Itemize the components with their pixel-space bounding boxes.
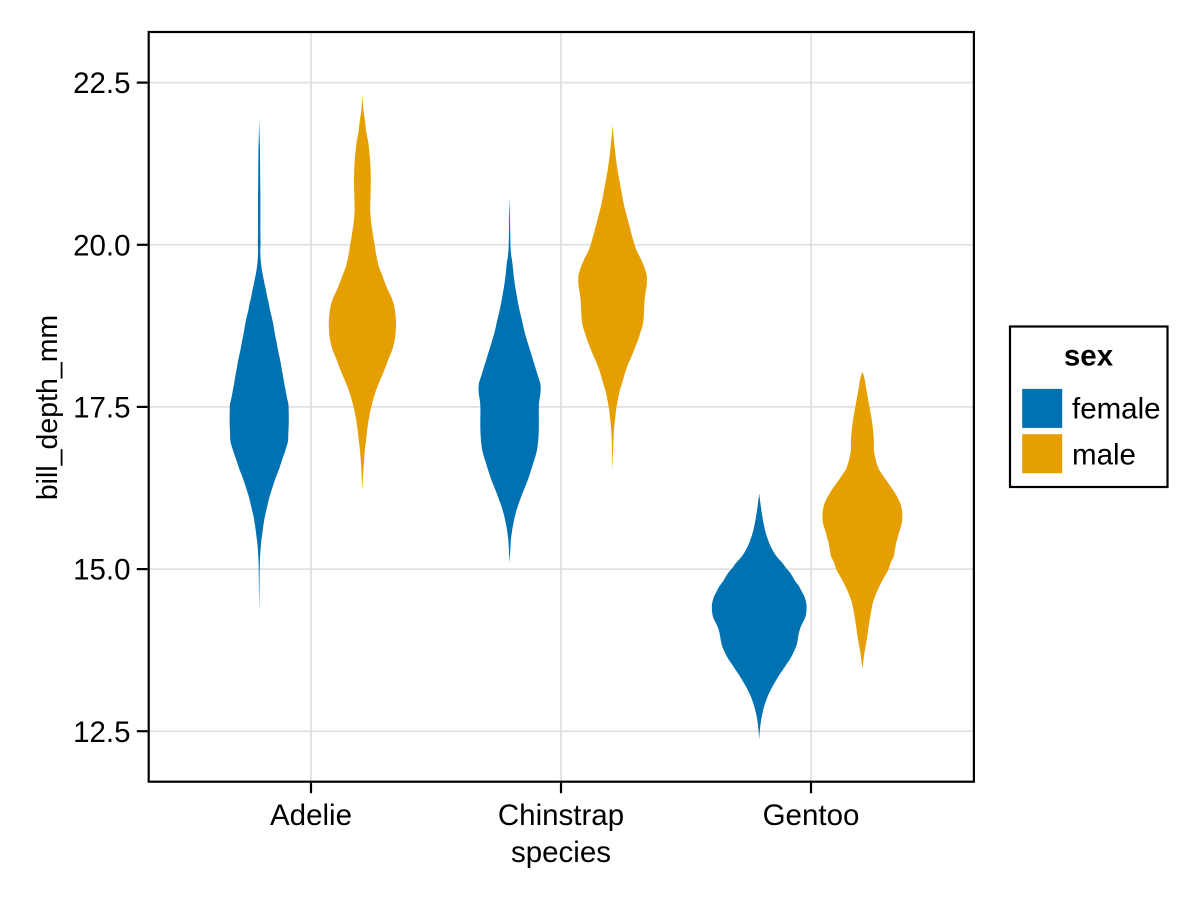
- svg-text:bill_depth_mm: bill_depth_mm: [32, 315, 64, 500]
- svg-text:20.0: 20.0: [73, 229, 130, 262]
- svg-text:species: species: [511, 836, 611, 869]
- svg-text:17.5: 17.5: [73, 392, 130, 425]
- svg-text:sex: sex: [1064, 340, 1114, 373]
- svg-text:Adelie: Adelie: [270, 799, 352, 832]
- svg-text:male: male: [1072, 439, 1136, 472]
- svg-text:12.5: 12.5: [73, 716, 130, 749]
- svg-text:Gentoo: Gentoo: [763, 799, 860, 832]
- svg-text:22.5: 22.5: [73, 67, 130, 100]
- svg-text:Chinstrap: Chinstrap: [498, 799, 624, 832]
- svg-text:female: female: [1072, 393, 1161, 426]
- svg-text:15.0: 15.0: [73, 554, 130, 587]
